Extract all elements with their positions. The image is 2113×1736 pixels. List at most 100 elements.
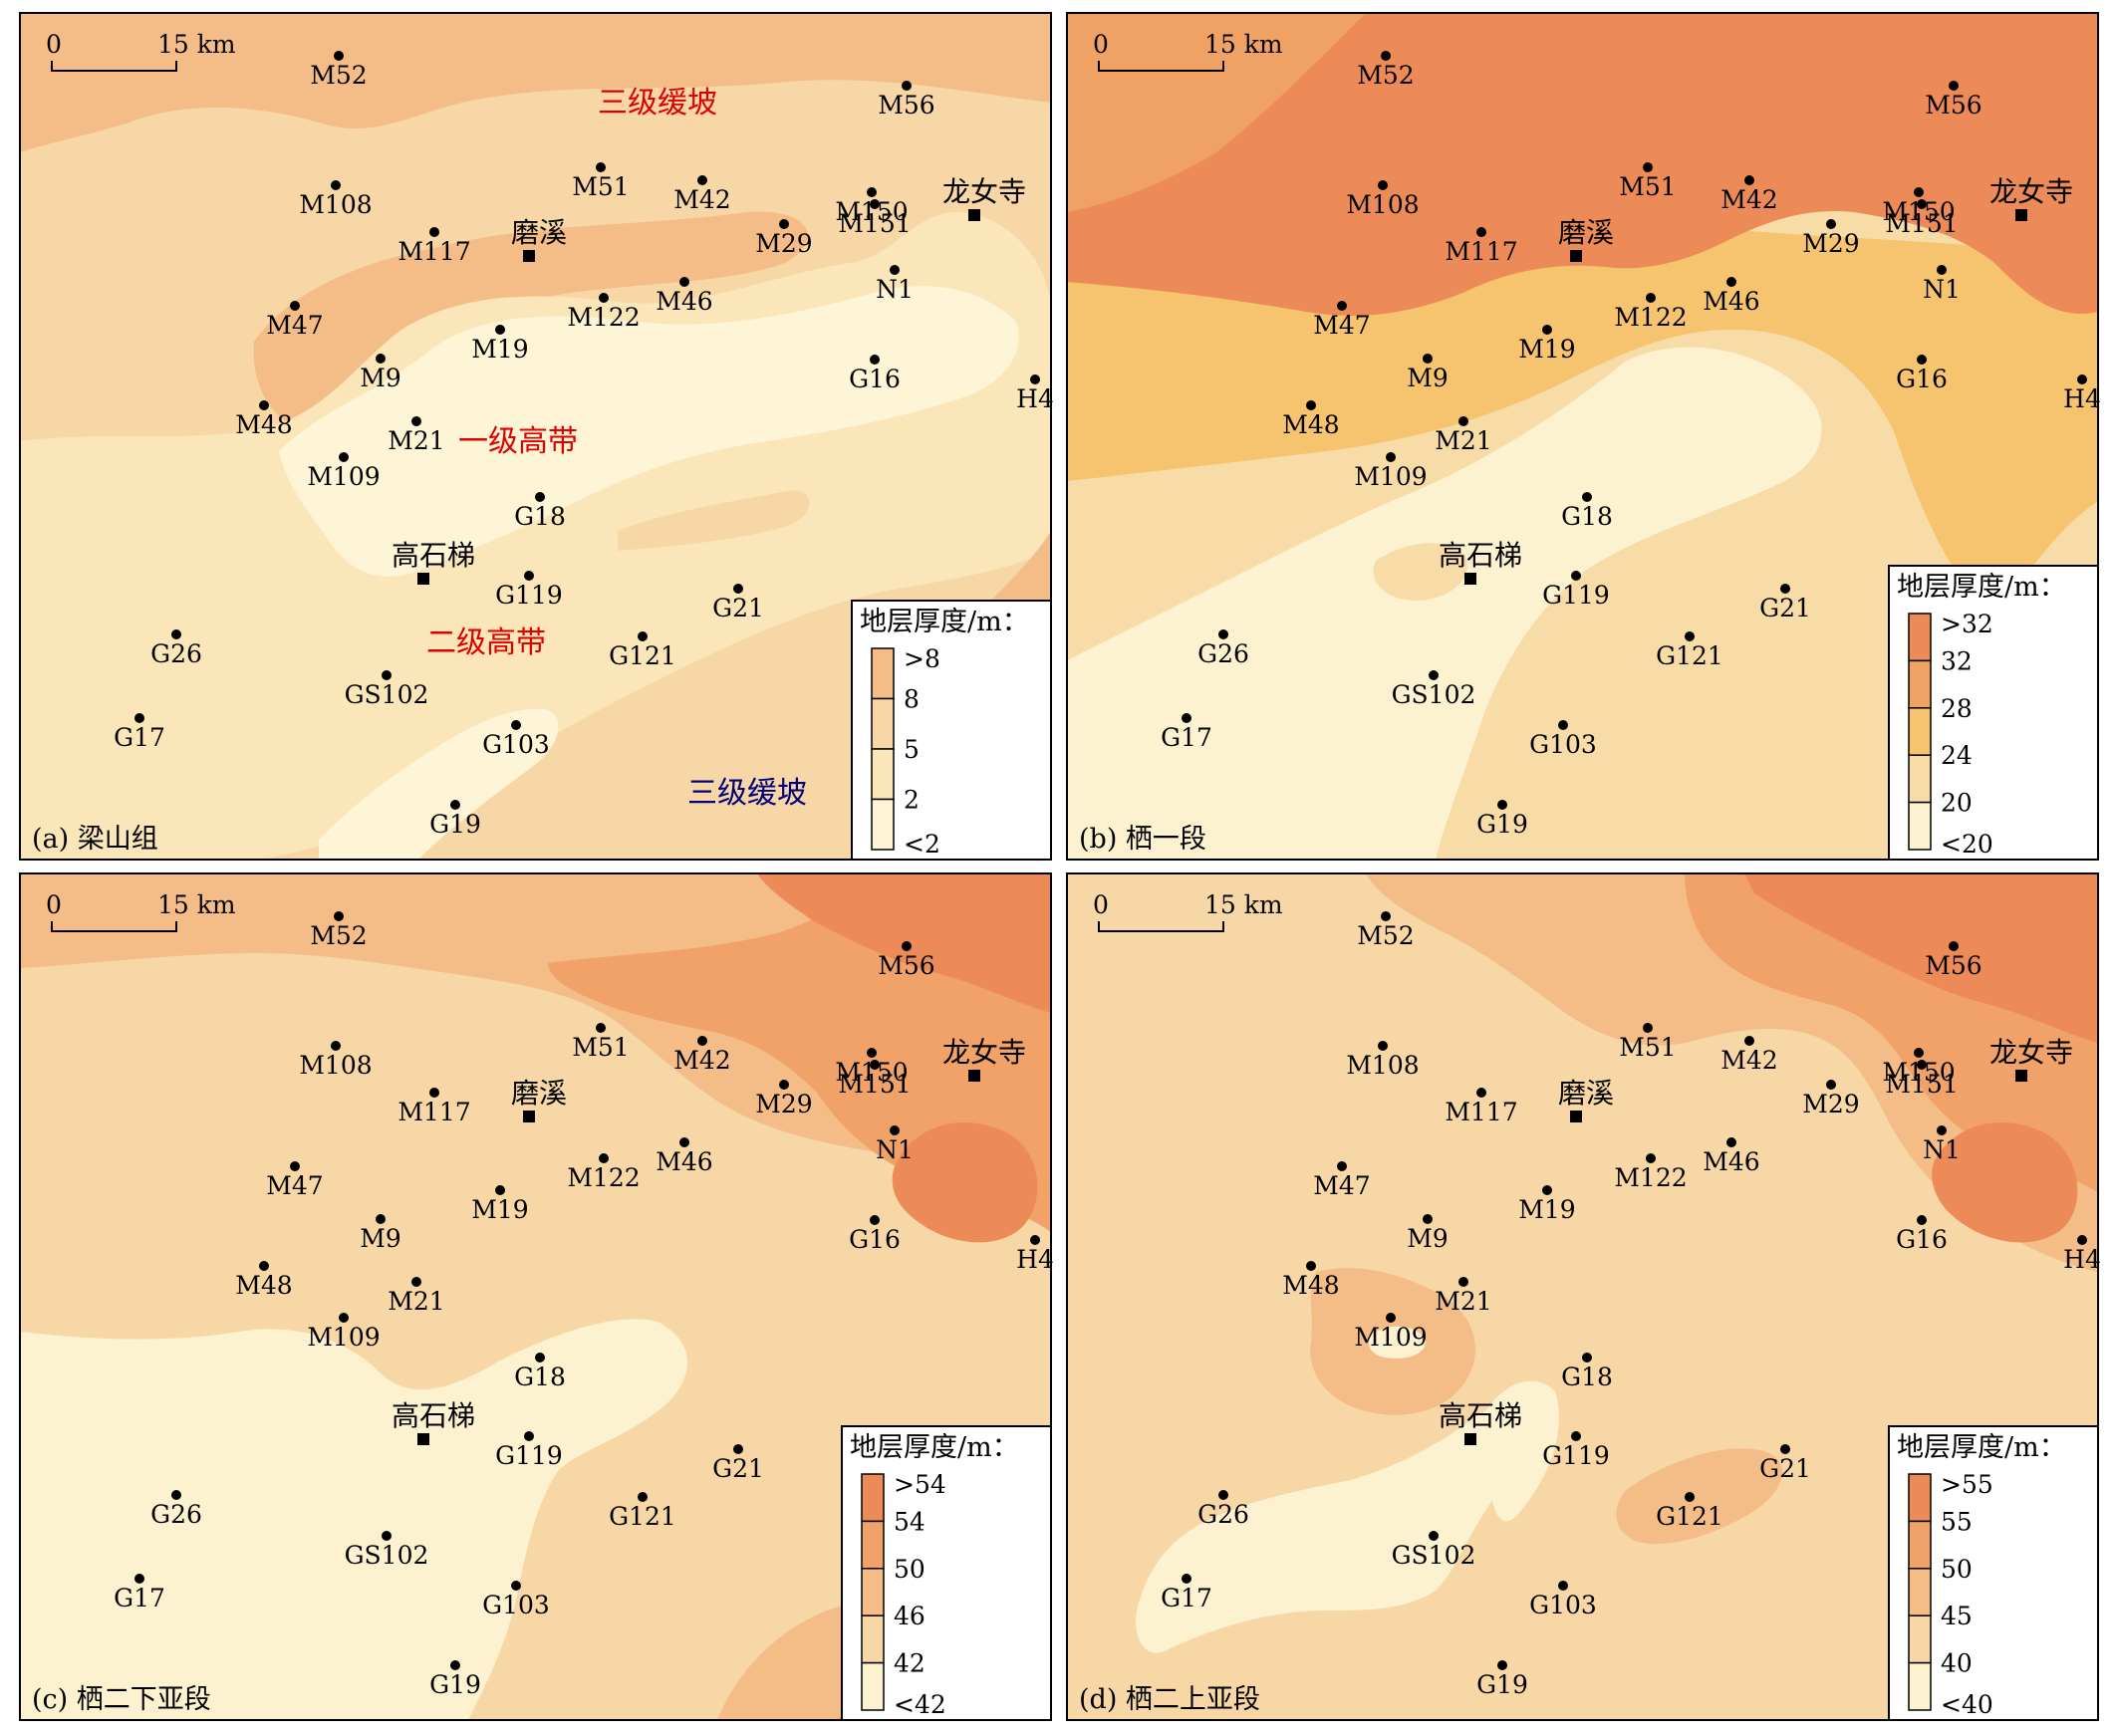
station-label-gs102: GS102 bbox=[345, 1541, 429, 1570]
scale-bar-start: 0 bbox=[1093, 30, 1109, 59]
station-dot-m108 bbox=[1378, 180, 1388, 190]
legend-class-2: 5 bbox=[904, 735, 920, 764]
legend-swatch-2 bbox=[1908, 1568, 1932, 1616]
town-marker-2 bbox=[417, 1433, 429, 1445]
station-label-g26: G26 bbox=[1197, 1500, 1249, 1529]
station-dot-m150 bbox=[1914, 1048, 1924, 1058]
station-dot-g103 bbox=[511, 1581, 521, 1591]
legend-swatch-1 bbox=[1908, 659, 1932, 709]
station-label-m29: M29 bbox=[755, 229, 812, 258]
panel-b-zone-north-high bbox=[1067, 13, 2098, 316]
station-label-m52: M52 bbox=[310, 921, 367, 950]
legend-class-4: 20 bbox=[1941, 789, 1973, 818]
town-marker-0 bbox=[1570, 1111, 1582, 1122]
station-dot-g17 bbox=[134, 1574, 144, 1584]
panel-b-label: (b) 栖一段 bbox=[1079, 824, 1206, 855]
station-label-n1: N1 bbox=[876, 1135, 914, 1164]
station-dot-m108 bbox=[331, 1041, 341, 1051]
station-label-g17: G17 bbox=[114, 1584, 165, 1612]
station-dot-g103 bbox=[1558, 1581, 1568, 1591]
legend-swatch-0 bbox=[1908, 1473, 1932, 1523]
town-marker-2 bbox=[1464, 573, 1476, 585]
station-label-m21: M21 bbox=[388, 426, 444, 455]
town-marker-2 bbox=[417, 573, 429, 585]
station-dot-m46 bbox=[1726, 1137, 1736, 1147]
scale-bar-line bbox=[1098, 61, 1224, 72]
legend-swatch-0 bbox=[1908, 613, 1932, 662]
station-dot-m19 bbox=[1542, 1185, 1552, 1195]
station-label-m9: M9 bbox=[360, 364, 401, 392]
legend-swatch-1 bbox=[861, 1520, 885, 1570]
station-dot-m51 bbox=[1643, 1023, 1653, 1033]
station-dot-m9 bbox=[376, 354, 386, 364]
station-dot-m51 bbox=[1643, 162, 1653, 172]
station-dot-g26 bbox=[1218, 629, 1228, 639]
station-label-m56: M56 bbox=[1925, 91, 1981, 120]
town-label-2: 高石梯 bbox=[1439, 1399, 1522, 1432]
panel-c-label: (c) 栖二下亚段 bbox=[32, 1684, 211, 1715]
station-dot-m21 bbox=[411, 416, 421, 426]
legend-class-4: <2 bbox=[904, 830, 940, 859]
station-dot-g16 bbox=[870, 1215, 880, 1225]
legend-class-0: >55 bbox=[1941, 1470, 1993, 1499]
station-dot-m47 bbox=[1337, 1161, 1347, 1171]
station-label-g19: G19 bbox=[1476, 1670, 1528, 1699]
station-label-m151: M151 bbox=[838, 1070, 911, 1099]
station-label-n1: N1 bbox=[876, 275, 914, 304]
panel-a-zone-south-low bbox=[319, 708, 559, 860]
station-dot-g16 bbox=[1917, 355, 1927, 365]
station-dot-g26 bbox=[1218, 1490, 1228, 1500]
legend-swatch-3 bbox=[1908, 1614, 1932, 1664]
legend-swatch-2 bbox=[861, 1568, 885, 1616]
legend-swatch-0 bbox=[861, 1473, 885, 1523]
station-dot-g17 bbox=[1182, 1574, 1191, 1584]
station-label-m42: M42 bbox=[673, 1046, 730, 1075]
station-label-m56: M56 bbox=[878, 91, 934, 120]
station-dot-gs102 bbox=[1429, 670, 1439, 680]
legend-class-2: 50 bbox=[894, 1555, 925, 1584]
station-dot-g18 bbox=[1582, 1353, 1592, 1363]
scale-bar: 0 15 km bbox=[1093, 30, 1283, 72]
station-dot-g26 bbox=[171, 629, 181, 639]
zone-annotation-3: 三级缓坡 bbox=[687, 776, 807, 811]
zone-annotation-0: 三级缓坡 bbox=[598, 86, 717, 121]
station-dot-g16 bbox=[870, 355, 880, 365]
station-dot-gs102 bbox=[1429, 1531, 1439, 1541]
station-label-m151: M151 bbox=[838, 209, 911, 238]
scale-bar: 0 15 km bbox=[1093, 890, 1283, 932]
town-marker-1 bbox=[2015, 1070, 2027, 1082]
station-dot-m122 bbox=[1646, 1153, 1656, 1163]
station-dot-g19 bbox=[450, 1660, 460, 1670]
panel-c-frame bbox=[19, 872, 1052, 1721]
station-label-g121: G121 bbox=[609, 641, 676, 670]
station-label-m117: M117 bbox=[1445, 237, 1517, 266]
station-dot-m21 bbox=[411, 1277, 421, 1287]
legend-swatch-2 bbox=[871, 748, 895, 801]
station-dot-m29 bbox=[1826, 1080, 1836, 1090]
station-dot-m51 bbox=[596, 162, 606, 172]
station-dot-m29 bbox=[779, 1080, 789, 1090]
station-label-m56: M56 bbox=[1925, 951, 1981, 980]
station-dot-g19 bbox=[450, 800, 460, 810]
station-dot-h4 bbox=[2077, 1235, 2087, 1245]
station-label-m9: M9 bbox=[1407, 364, 1449, 392]
station-dot-g17 bbox=[134, 713, 144, 723]
panel-a-legend: 地层厚度/m： >8 8 5 2 <2 bbox=[851, 600, 1052, 861]
panel-b-legend: 地层厚度/m： >32 32 28 24 20 <20 bbox=[1888, 565, 2099, 861]
legend-swatch-3 bbox=[861, 1614, 885, 1664]
panel-c-legend: 地层厚度/m： >54 54 50 46 42 <42 bbox=[841, 1425, 1052, 1721]
station-label-gs102: GS102 bbox=[1392, 1541, 1476, 1570]
panel-a-zone-north-high bbox=[20, 13, 1051, 152]
legend-class-0: >54 bbox=[894, 1470, 946, 1499]
scale-bar-line bbox=[51, 61, 177, 72]
station-label-g18: G18 bbox=[1561, 502, 1613, 531]
station-label-g121: G121 bbox=[609, 1502, 676, 1531]
town-label-0: 磨溪 bbox=[1558, 1077, 1614, 1110]
station-dot-m52 bbox=[1381, 911, 1391, 921]
station-dot-gs102 bbox=[382, 1531, 392, 1541]
legend-class-0: >8 bbox=[904, 644, 940, 673]
station-label-g121: G121 bbox=[1656, 1502, 1723, 1531]
station-label-n1: N1 bbox=[1923, 275, 1961, 304]
station-dot-m117 bbox=[429, 227, 439, 237]
